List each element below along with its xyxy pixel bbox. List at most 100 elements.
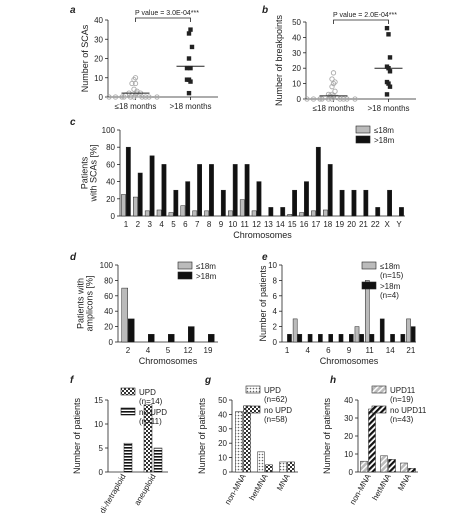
legend-count: (n=58) <box>264 415 288 424</box>
y-tick-label: 30 <box>218 425 227 434</box>
data-point <box>317 96 323 102</box>
x-tick-label: 6 <box>326 346 331 355</box>
bar <box>299 212 305 217</box>
x-tick-label: 20 <box>347 220 356 229</box>
bar <box>399 207 404 217</box>
legend-swatch <box>120 387 136 396</box>
bar <box>232 164 238 217</box>
x-tick-label: 4 <box>306 346 311 355</box>
legend-label: ≤18m <box>374 126 394 135</box>
bar <box>328 334 334 343</box>
legend-swatch <box>245 385 261 394</box>
bar <box>197 164 202 217</box>
data-point <box>186 56 192 61</box>
bar <box>363 189 369 217</box>
bar <box>323 209 328 217</box>
data-point <box>329 76 335 82</box>
y-axis-label: Number of SCAs <box>80 24 90 92</box>
panel-label: e <box>262 252 268 263</box>
bar <box>168 212 174 217</box>
x-tick-label: 2 <box>136 220 141 229</box>
data-point <box>387 55 393 60</box>
y-tick-label: 0 <box>111 212 116 221</box>
p-value-annotation: P value = 2.0E-04*** <box>333 12 397 19</box>
legend-swatch <box>120 407 136 416</box>
legend-label: >18m <box>374 136 395 145</box>
bar <box>188 326 195 343</box>
x-tick-label: MNA <box>275 472 292 492</box>
bar <box>243 405 251 473</box>
y-tick-label: 40 <box>344 396 353 405</box>
bar <box>256 181 262 217</box>
data-point <box>186 90 192 96</box>
panel-label: d <box>70 252 77 263</box>
significance-bracket <box>333 19 389 24</box>
y-tick-label: 0 <box>99 468 104 477</box>
x-tick-label: >18 months <box>367 104 409 113</box>
data-point <box>319 96 325 102</box>
bar <box>349 334 354 343</box>
x-tick-label: 16 <box>300 220 309 229</box>
bar <box>287 461 295 473</box>
bar <box>368 408 376 473</box>
bar <box>287 334 292 343</box>
data-point <box>189 44 195 50</box>
legend-swatch <box>371 405 387 414</box>
data-point <box>384 92 390 97</box>
data-point <box>330 80 337 87</box>
x-tick-label: aneuploid <box>133 473 158 508</box>
y-tick-label: 10 <box>94 420 103 429</box>
x-tick-label: 9 <box>219 220 224 229</box>
bar <box>239 199 245 217</box>
panel-label: g <box>204 375 211 386</box>
legend-swatch <box>371 385 387 394</box>
data-point <box>142 94 149 100</box>
x-tick-label: 12 <box>184 346 193 355</box>
bar <box>268 207 274 217</box>
y-tick-label: 30 <box>94 35 103 44</box>
y-tick-label: 0 <box>223 468 228 477</box>
bar <box>156 209 162 217</box>
x-axis-label: Chromosomes <box>320 356 379 366</box>
data-point <box>352 96 358 102</box>
x-tick-label: 15 <box>288 220 297 229</box>
x-tick-label: 4 <box>146 346 151 355</box>
bar <box>192 210 198 217</box>
y-tick-label: 80 <box>106 143 115 152</box>
y-axis-label: Number of breakpoints <box>274 14 284 106</box>
x-tick-label: 4 <box>159 220 164 229</box>
data-point <box>386 81 391 86</box>
bar <box>143 404 153 473</box>
bar <box>338 334 344 343</box>
x-tick-label: ≤18 months <box>313 104 355 113</box>
y-tick-label: 100 <box>100 261 114 270</box>
significance-bracket <box>135 17 191 22</box>
bar <box>360 460 368 473</box>
y-tick-label: 50 <box>218 396 227 405</box>
data-point <box>344 96 350 102</box>
data-point <box>386 32 391 37</box>
legend-label: >18m <box>196 272 217 281</box>
panel-label: h <box>330 375 336 386</box>
data-point <box>329 91 335 98</box>
bar <box>410 326 416 343</box>
legend-count: (n=43) <box>390 415 414 424</box>
y-tick-label: 100 <box>102 126 116 135</box>
bar <box>364 280 370 343</box>
x-tick-label: non-MNA <box>223 472 248 506</box>
bar <box>149 155 155 217</box>
legend-label: UPD <box>264 386 281 395</box>
y-tick-label: 0 <box>297 95 302 104</box>
panel-label: b <box>262 5 268 16</box>
y-tick-label: 10 <box>292 80 301 89</box>
y-axis-label: Number of patients <box>72 397 82 474</box>
y-tick-label: 20 <box>94 55 103 64</box>
legend-label: no UPD11 <box>390 406 427 415</box>
y-tick-label: 30 <box>344 414 353 423</box>
y-axis-label: amplicons [%] <box>85 275 95 331</box>
x-tick-label: non-MNA <box>348 472 373 506</box>
x-tick-label: X <box>385 220 391 229</box>
bar <box>123 442 133 473</box>
